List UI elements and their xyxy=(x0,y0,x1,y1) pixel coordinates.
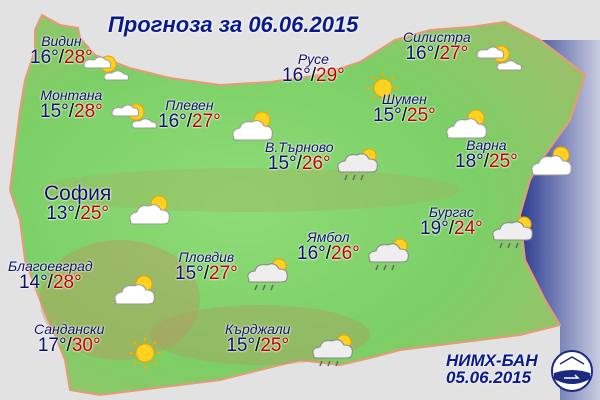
city-forecast: Варна 18°/25° xyxy=(455,138,518,171)
cloud-sun-icon xyxy=(446,109,487,139)
city-name: Монтана xyxy=(40,87,103,103)
rain-showers-icon xyxy=(492,216,533,249)
temperature-range: 15°/25° xyxy=(226,335,290,356)
max-temp: 25° xyxy=(489,151,518,172)
issue-date: 05.06.2015 xyxy=(446,368,532,387)
min-temp: 16° xyxy=(405,43,435,64)
min-temp: 17° xyxy=(37,335,67,356)
min-temp: 15° xyxy=(373,105,402,126)
temperature-range: 16°/26° xyxy=(297,243,360,264)
city-forecast: Монтана 15°/28° xyxy=(40,88,103,121)
org-name: НИМХ-БАН xyxy=(446,351,538,370)
max-temp: 27° xyxy=(192,111,221,132)
city-name: Пловдив xyxy=(178,249,235,265)
min-temp: 15° xyxy=(175,263,204,284)
sun-icon xyxy=(129,337,161,369)
min-temp: 16° xyxy=(158,111,187,132)
temperature-range: 15°/25° xyxy=(373,105,436,126)
cloud-sun-icon xyxy=(232,111,273,141)
city-name: Плевен xyxy=(165,97,214,113)
min-temp: 13° xyxy=(46,203,75,224)
city-forecast: Плевен 16°/27° xyxy=(158,98,221,131)
partly-cloudy-icon xyxy=(83,55,129,81)
max-temp: 30° xyxy=(71,335,101,356)
min-temp: 16° xyxy=(297,243,326,264)
min-temp: 14° xyxy=(18,272,48,293)
sun-icon xyxy=(367,72,399,104)
footer-credit: НИМХ-БАН 05.06.2015 xyxy=(446,352,538,386)
city-forecast: Ямбол 16°/26° xyxy=(297,230,360,263)
temperature-range: 16°/29° xyxy=(282,65,345,86)
city-forecast: Пловдив 15°/27° xyxy=(175,250,238,283)
max-temp: 26° xyxy=(331,243,360,264)
city-forecast: Благоевград 14°/28° xyxy=(8,259,93,292)
temperature-range: 17°/30° xyxy=(37,335,101,356)
rain-showers-icon xyxy=(368,238,409,271)
nimh-logo xyxy=(551,350,593,392)
max-temp: 25° xyxy=(80,203,109,224)
city-name: Шумен xyxy=(381,91,427,107)
page-title: Прогноза за 06.06.2015 xyxy=(108,12,359,37)
city-name: Русе xyxy=(297,51,329,67)
max-temp: 25° xyxy=(260,335,290,356)
max-temp: 26° xyxy=(301,153,331,174)
max-temp: 24° xyxy=(454,218,483,239)
min-temp: 18° xyxy=(455,151,484,172)
temperature-range: 16°/27° xyxy=(158,111,221,132)
city-forecast: София 13°/25° xyxy=(44,183,111,223)
partly-cloudy-icon xyxy=(476,45,522,71)
max-temp: 25° xyxy=(407,105,436,126)
city-name: Бургас xyxy=(428,204,474,220)
city-forecast: В.Търново 15°/26° xyxy=(265,140,334,173)
rain-showers-icon xyxy=(312,334,353,367)
min-temp: 15° xyxy=(267,153,297,174)
city-name: Сандански xyxy=(34,321,105,337)
balkan-range xyxy=(40,168,460,212)
city-forecast: Кърджали 15°/25° xyxy=(225,322,290,355)
city-name: Видин xyxy=(41,33,82,49)
cloud-sun-icon xyxy=(129,195,170,225)
city-name: Силистра xyxy=(403,29,471,45)
black-sea xyxy=(520,40,600,400)
temperature-range: 13°/25° xyxy=(46,203,109,224)
city-forecast: Бургас 19°/24° xyxy=(420,205,483,238)
temperature-range: 14°/28° xyxy=(18,272,82,293)
min-temp: 16° xyxy=(30,47,59,68)
city-name: София xyxy=(44,182,112,205)
min-temp: 15° xyxy=(40,101,69,122)
min-temp: 15° xyxy=(226,335,256,356)
city-forecast: Силистра 16°/27° xyxy=(403,30,471,63)
max-temp: 27° xyxy=(209,263,238,284)
max-temp: 28° xyxy=(74,101,103,122)
cloud-sun-icon xyxy=(531,146,572,176)
city-forecast: Русе 16°/29° xyxy=(282,52,345,85)
max-temp: 29° xyxy=(316,65,345,86)
max-temp: 27° xyxy=(439,43,469,64)
rain-showers-icon xyxy=(337,148,378,181)
temperature-range: 15°/26° xyxy=(267,153,331,174)
city-forecast: Сандански 17°/30° xyxy=(34,322,104,355)
city-name: Благоевград xyxy=(8,258,93,274)
rain-showers-icon xyxy=(247,258,288,291)
temperature-range: 18°/25° xyxy=(455,151,518,172)
temperature-range: 19°/24° xyxy=(420,218,483,239)
city-name: Варна xyxy=(466,137,507,153)
city-name: Кърджали xyxy=(225,321,291,337)
max-temp: 28° xyxy=(52,272,82,293)
temperature-range: 15°/27° xyxy=(175,263,238,284)
partly-cloudy-icon xyxy=(111,103,157,129)
min-temp: 16° xyxy=(282,65,311,86)
city-name: В.Търново xyxy=(265,139,334,155)
city-forecast: Шумен 15°/25° xyxy=(373,92,436,125)
temperature-range: 16°/27° xyxy=(405,43,469,64)
city-name: Ямбол xyxy=(307,229,350,245)
temperature-range: 15°/28° xyxy=(40,101,103,122)
cloud-sun-icon xyxy=(114,275,155,305)
min-temp: 19° xyxy=(420,218,449,239)
